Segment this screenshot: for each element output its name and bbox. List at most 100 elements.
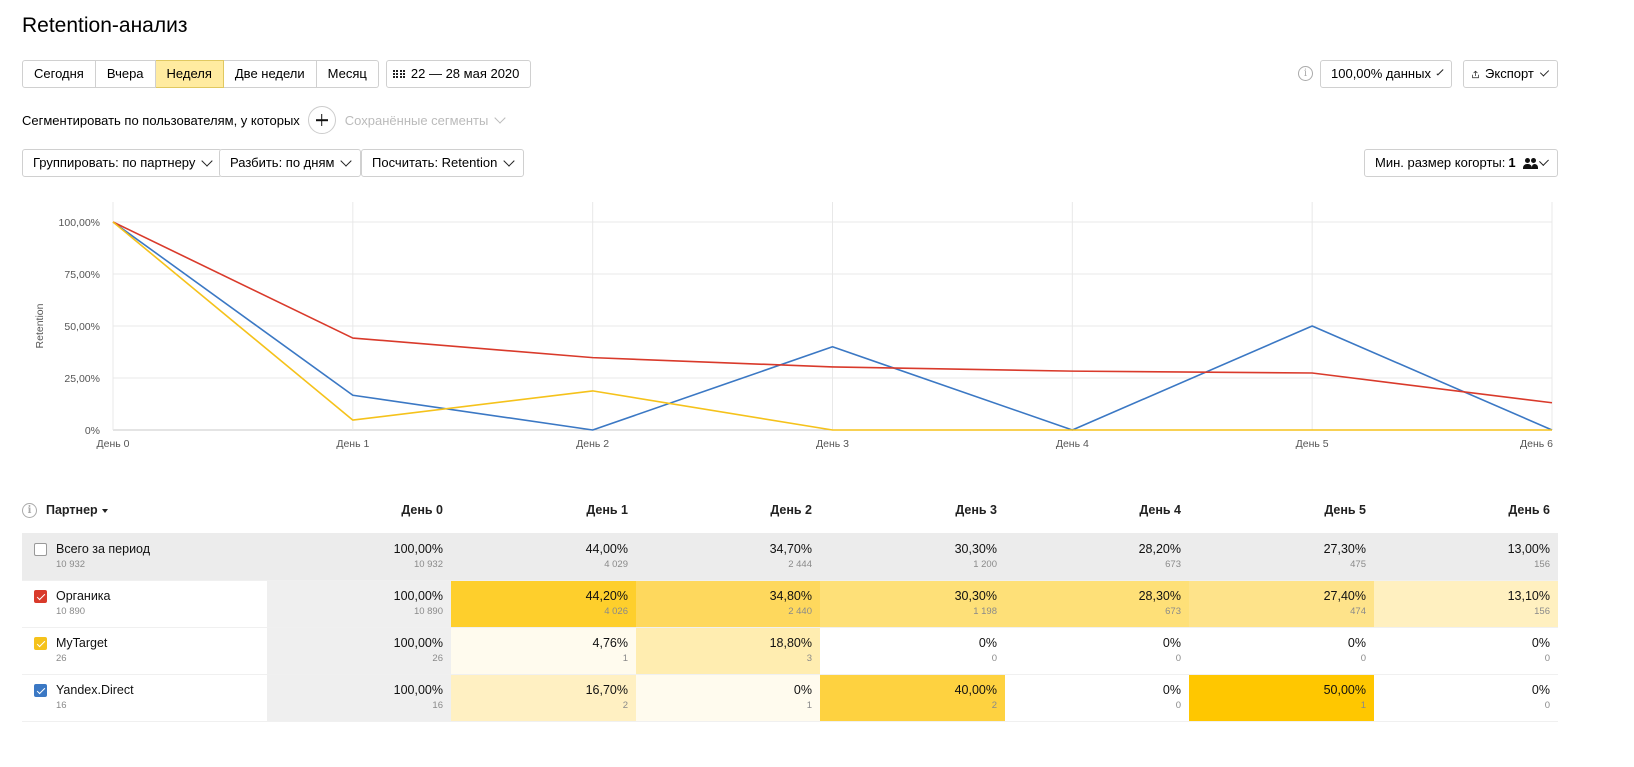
partner-cell: Yandex.Direct 16 bbox=[22, 674, 267, 722]
retention-cell: 27,30% 475 bbox=[1189, 533, 1374, 581]
retention-cell: 13,00% 156 bbox=[1374, 533, 1558, 581]
cohort-count: 1 200 bbox=[973, 558, 997, 570]
retention-value: 27,40% bbox=[1323, 589, 1366, 603]
retention-cell: 18,80% 3 bbox=[636, 627, 820, 675]
cohort-count: 4 026 bbox=[604, 606, 628, 617]
cohort-count: 156 bbox=[1534, 558, 1550, 570]
cohort-count: 16 bbox=[432, 700, 443, 711]
retention-value: 0% bbox=[1531, 683, 1550, 697]
split-dropdown[interactable]: Разбить: по дням bbox=[219, 149, 362, 177]
retention-cell: 16,70% 2 bbox=[451, 674, 636, 722]
calendar-icon bbox=[393, 69, 405, 79]
min-cohort-label: Мин. размер когорты: bbox=[1375, 155, 1506, 170]
retention-cell: 50,00% 1 bbox=[1189, 674, 1374, 722]
retention-value: 4,76% bbox=[592, 636, 628, 650]
retention-chart: 0% 25,00% 50,00% 75,00% 100,00% День 0 День 1 Д… bbox=[34, 202, 1553, 450]
day-column-header[interactable]: День 2 bbox=[770, 502, 812, 517]
x-tick-label: День 0 bbox=[97, 438, 130, 450]
retention-value: 0% bbox=[1531, 636, 1550, 650]
day-column-header[interactable]: День 1 bbox=[586, 502, 628, 517]
day-column-header[interactable]: День 5 bbox=[1324, 502, 1366, 517]
calculate-dropdown[interactable]: Посчитать: Retention bbox=[361, 149, 525, 177]
series-checkbox[interactable] bbox=[34, 684, 47, 697]
day-column-header[interactable]: День 0 bbox=[401, 502, 443, 517]
date-range-button[interactable]: 22 — 28 мая 2020 bbox=[386, 60, 532, 88]
segment-row: Сегментировать по пользователям, у котор… bbox=[22, 106, 506, 134]
retention-cell: 34,80% 2 440 bbox=[636, 580, 820, 628]
min-cohort-dropdown[interactable]: Мин. размер когорты: 1 bbox=[1364, 149, 1558, 177]
retention-cell: 0% 0 bbox=[1189, 627, 1374, 675]
period-week-button[interactable]: Неделя bbox=[155, 60, 224, 88]
series-checkbox[interactable] bbox=[34, 542, 47, 556]
chevron-down-icon bbox=[340, 155, 353, 167]
series-line-yandex-direct bbox=[112, 221, 1553, 431]
x-tick-label: День 5 bbox=[1296, 438, 1329, 450]
retention-cell: 28,30% 673 bbox=[1005, 580, 1189, 628]
partner-name: Yandex.Direct bbox=[56, 683, 134, 697]
cohort-count: 0 bbox=[1175, 700, 1181, 711]
cohort-count: 1 bbox=[622, 653, 628, 664]
cohort-count: 2 444 bbox=[788, 558, 812, 570]
cohort-count: 4 029 bbox=[604, 558, 628, 570]
export-label: Экспорт bbox=[1485, 66, 1534, 81]
saved-segments-dropdown[interactable]: Сохранённые сегменты bbox=[345, 112, 506, 128]
data-sampling-label: 100,00% данных bbox=[1331, 66, 1431, 81]
partner-cell: MyTarget 26 bbox=[22, 627, 267, 675]
retention-value: 30,30% bbox=[954, 541, 997, 556]
add-segment-button[interactable] bbox=[307, 106, 336, 134]
retention-cell: 40,00% 2 bbox=[820, 674, 1005, 722]
retention-cell: 30,30% 1 200 bbox=[820, 533, 1005, 581]
retention-value: 18,80% bbox=[769, 636, 812, 650]
cohort-count: 0 bbox=[991, 653, 997, 664]
retention-cell: 0% 0 bbox=[1374, 627, 1558, 675]
cohort-count: 1 bbox=[1360, 700, 1366, 711]
group-by-dropdown[interactable]: Группировать: по партнеру bbox=[22, 149, 223, 177]
period-two-weeks-button[interactable]: Две недели bbox=[223, 60, 317, 88]
cohort-count: 1 bbox=[806, 700, 812, 711]
retention-value: 27,30% bbox=[1323, 541, 1366, 556]
y-axis-label: Retention bbox=[34, 303, 46, 348]
retention-value: 0% bbox=[1162, 683, 1181, 697]
retention-value: 100,00% bbox=[393, 589, 443, 603]
retention-value: 44,00% bbox=[585, 541, 628, 556]
data-sampling-dropdown[interactable]: 100,00% данных bbox=[1320, 60, 1452, 88]
retention-value: 44,20% bbox=[585, 589, 628, 603]
retention-value: 50,00% bbox=[1323, 683, 1366, 697]
day-column-header[interactable]: День 3 bbox=[955, 502, 997, 517]
y-tick-label: 25,00% bbox=[64, 373, 100, 385]
retention-cell: 0% 0 bbox=[820, 627, 1005, 675]
chevron-down-icon bbox=[494, 112, 506, 124]
period-month-button[interactable]: Месяц bbox=[316, 60, 379, 88]
cohort-count: 26 bbox=[432, 653, 443, 664]
partner-column-header[interactable]: i Партнер bbox=[22, 486, 267, 533]
series-checkbox[interactable] bbox=[34, 590, 47, 603]
table-header-row: i Партнер День 0 День 1 День 2 День 3 Де… bbox=[22, 486, 1558, 533]
retention-cell: 34,70% 2 444 bbox=[636, 533, 820, 581]
retention-table: i Партнер День 0 День 1 День 2 День 3 Де… bbox=[22, 486, 1558, 722]
period-today-button[interactable]: Сегодня bbox=[22, 60, 96, 88]
retention-value: 0% bbox=[793, 683, 812, 697]
partner-name: MyTarget bbox=[56, 636, 108, 650]
partner-count: 26 bbox=[56, 653, 67, 664]
cohort-count: 0 bbox=[1360, 653, 1366, 664]
day-column-header[interactable]: День 6 bbox=[1508, 502, 1550, 517]
period-yesterday-button[interactable]: Вчера bbox=[95, 60, 156, 88]
x-tick-label: День 2 bbox=[576, 438, 609, 450]
retention-cell: 4,76% 1 bbox=[451, 627, 636, 675]
retention-cell: 44,00% 4 029 bbox=[451, 533, 636, 581]
info-icon[interactable]: i bbox=[1298, 66, 1313, 81]
partner-count: 10 890 bbox=[56, 606, 86, 617]
retention-value: 13,00% bbox=[1507, 541, 1550, 556]
partner-cell: Органика 10 890 bbox=[22, 580, 267, 628]
series-line-mytarget bbox=[112, 221, 1552, 431]
export-button[interactable]: Экспорт bbox=[1463, 60, 1558, 88]
series-checkbox[interactable] bbox=[34, 637, 47, 650]
info-icon[interactable]: i bbox=[22, 502, 37, 518]
partner-name: Органика bbox=[56, 589, 111, 603]
y-tick-label: 0% bbox=[85, 425, 100, 437]
group-by-label: Группировать: по партнеру bbox=[33, 155, 196, 170]
retention-value: 0% bbox=[978, 636, 997, 650]
y-tick-label: 50,00% bbox=[64, 321, 100, 333]
day-column-header[interactable]: День 4 bbox=[1139, 502, 1181, 517]
table-row: MyTarget 26 100,00% 26 4,76% 1 18,80% 3 0% 0 0% 0 0%… bbox=[22, 627, 1558, 675]
